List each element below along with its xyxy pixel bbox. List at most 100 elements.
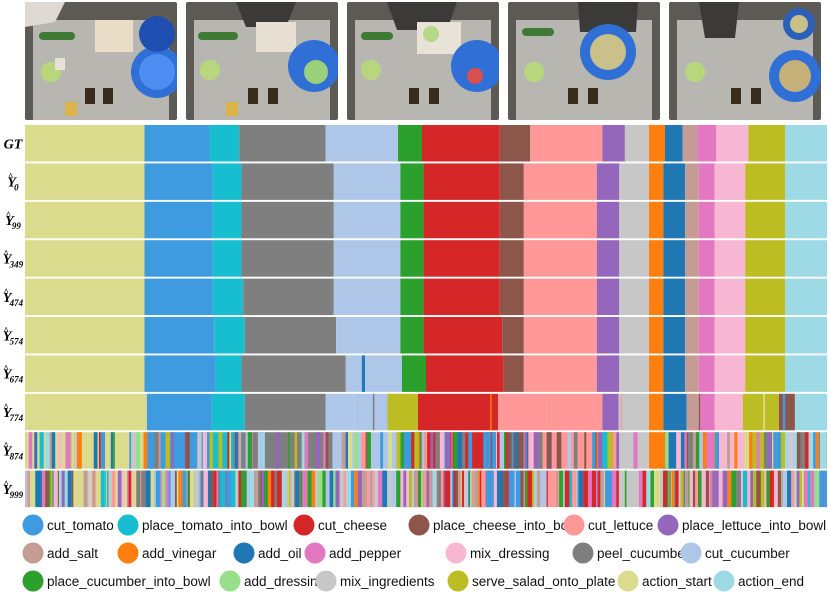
noise-segment-place_cheese_into_bowl	[201, 470, 203, 508]
segment-add_vinegar	[648, 432, 664, 469]
noise-segment-action_start	[77, 470, 79, 508]
noise-segment-cut_lettuce	[472, 470, 474, 508]
noise-segment-serve_salad_onto_plate	[414, 432, 419, 469]
noise-segment-mix_ingredients	[339, 470, 344, 508]
segment-add_salt	[685, 355, 699, 392]
noise-segment-add_vinegar	[749, 432, 753, 469]
noise-segment-add_oil	[515, 432, 519, 469]
segment-serve_salad_onto_plate	[745, 355, 786, 392]
legend-label: cut_cucumber	[705, 546, 790, 561]
segment-cut_cheese	[423, 278, 500, 316]
segment-cut_cheese	[426, 355, 504, 392]
segment-cut_cucumber	[333, 201, 401, 239]
noise-segment-mix_ingredients	[290, 470, 295, 508]
noise-segment-place_lettuce_into_bowl	[430, 432, 434, 469]
segment-place_tomato_into_bowl	[211, 393, 245, 431]
noise-segment-add_vinegar	[267, 470, 271, 508]
noise-segment-cut_cucumber	[332, 432, 337, 469]
noise-segment-action_start	[287, 470, 289, 508]
segment-action_start	[25, 201, 145, 239]
noise-segment-cut_lettuce	[424, 432, 428, 469]
noise-segment-place_cucumber_into_bowl	[396, 470, 401, 508]
segment-cut_cheese	[423, 317, 503, 354]
noise-segment-cut_lettuce	[695, 470, 699, 508]
segment-serve_salad_onto_plate	[745, 278, 786, 316]
noise-segment-place_lettuce_into_bowl	[551, 432, 552, 469]
noise-segment-action_end	[262, 432, 265, 469]
noise-segment-place_lettuce_into_bowl	[533, 432, 539, 469]
noise-segment-action_start	[603, 470, 605, 508]
segment-peel_cucumber	[244, 393, 326, 431]
noise-segment-serve_salad_onto_plate	[165, 432, 171, 469]
noise-segment-add_dressing	[186, 470, 188, 508]
noise-segment-cut_tomato	[483, 432, 488, 469]
noise-segment-cut_tomato	[819, 470, 824, 508]
segment-serve_salad_onto_plate	[742, 393, 779, 431]
row-label: Y^0	[7, 172, 19, 193]
noise-segment-mix_dressing	[493, 470, 497, 508]
noise-segment-action_start	[150, 470, 154, 508]
noise-segment-add_salt	[83, 470, 88, 508]
segment-place_cheese_into_bowl	[499, 201, 524, 239]
noise-segment-cut_tomato	[227, 470, 232, 508]
noise-segment-cut_tomato	[773, 432, 777, 469]
segment-cut_tomato	[144, 125, 210, 162]
row-Y574	[25, 317, 827, 354]
segment-mix_dressing	[714, 278, 746, 316]
noise-segment-cut_cheese	[564, 470, 570, 508]
noise-segment-serve_salad_onto_plate	[294, 432, 298, 469]
noise-segment-add_pepper	[684, 432, 687, 469]
noise-segment-cut_lettuce	[708, 470, 711, 508]
segment-cut_lettuce	[546, 393, 603, 431]
noise-segment-cut_lettuce	[306, 470, 308, 508]
noise-segment-action_start	[657, 470, 661, 508]
noise-segment-action_start	[123, 470, 128, 508]
noise-segment-place_lettuce_into_bowl	[225, 470, 228, 508]
noise-segment-mix_dressing	[203, 470, 208, 508]
noise-segment-add_dressing	[136, 432, 141, 469]
segment-mix_dressing	[714, 317, 746, 354]
noise-segment-action_end	[646, 470, 651, 508]
noise-segment-place_lettuce_into_bowl	[768, 432, 773, 469]
noise-segment-cut_cheese	[616, 470, 619, 508]
noise-segment-add_vinegar	[596, 432, 599, 469]
noise-segment-add_salt	[428, 470, 433, 508]
noise-segment-place_tomato_into_bowl	[569, 470, 573, 508]
noise-segment-cut_tomato	[408, 432, 412, 469]
segment-add_vinegar	[648, 355, 664, 392]
noise-segment-place_cheese_into_bowl	[418, 470, 420, 508]
noise-segment-cut_cheese	[479, 470, 482, 508]
noise-segment-cut_tomato	[604, 470, 610, 508]
noise-segment-add_oil	[578, 470, 584, 508]
segment-mix_ingredients	[619, 355, 649, 392]
noise-segment-place_lettuce_into_bowl	[357, 470, 363, 508]
noise-segment-cut_cucumber	[514, 470, 516, 508]
noise-segment-cut_tomato	[129, 432, 132, 469]
segment-mix_ingredients	[619, 278, 649, 316]
segment-mix_ingredients	[619, 163, 649, 200]
segment-cut_cheese	[423, 240, 500, 277]
noise-segment-place_lettuce_into_bowl	[715, 470, 719, 508]
noise-segment-peel_cucumber	[435, 432, 440, 469]
noise-segment-place_cheese_into_bowl	[210, 470, 214, 508]
noise-segment-place_tomato_into_bowl	[370, 470, 372, 508]
noise-segment-mix_ingredients	[108, 470, 112, 508]
noise-segment-mix_dressing	[121, 470, 124, 508]
noise-segment-cut_cucumber	[660, 470, 664, 508]
noise-segment-serve_salad_onto_plate	[288, 470, 291, 508]
noise-segment-add_pepper	[378, 470, 383, 508]
noise-segment-add_vinegar	[478, 470, 480, 508]
noise-segment-action_start	[387, 432, 393, 469]
noise-segment-peel_cucumber	[712, 470, 714, 508]
legend-swatch	[657, 514, 679, 536]
noise-segment-add_salt	[341, 432, 346, 469]
noise-segment-place_cheese_into_bowl	[45, 470, 50, 508]
noise-segment-action_start	[189, 470, 195, 508]
noise-segment-add_vinegar	[354, 470, 358, 508]
noise-segment-cut_cheese	[98, 432, 101, 469]
noise-segment-cut_cheese	[505, 432, 508, 469]
noise-segment-mix_dressing	[202, 432, 207, 469]
noise-segment-add_pepper	[421, 432, 423, 469]
noise-segment-place_cucumber_into_bowl	[667, 470, 669, 508]
row-Y0	[25, 163, 827, 200]
